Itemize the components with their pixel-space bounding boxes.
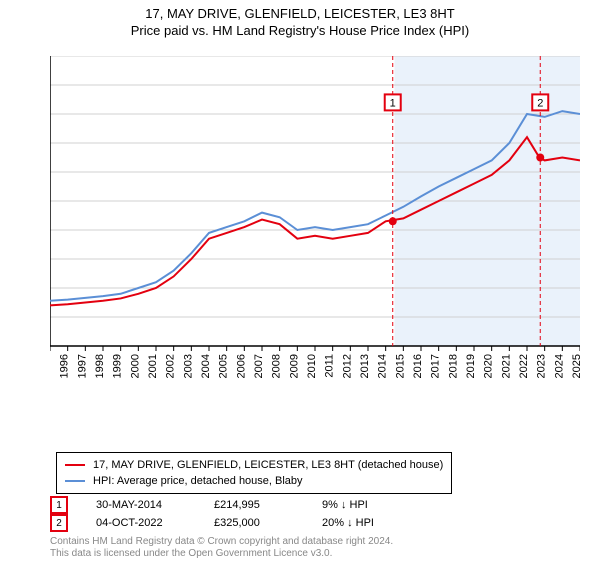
svg-text:2015: 2015 — [394, 354, 406, 378]
table-row: 2 04-OCT-2022 £325,000 20% ↓ HPI — [50, 514, 374, 532]
svg-text:1997: 1997 — [76, 354, 88, 378]
svg-text:2005: 2005 — [218, 354, 230, 378]
svg-text:1995: 1995 — [50, 354, 53, 378]
table-row: 1 30-MAY-2014 £214,995 9% ↓ HPI — [50, 496, 374, 514]
svg-text:2021: 2021 — [500, 354, 512, 378]
legend: 17, MAY DRIVE, GLENFIELD, LEICESTER, LE3… — [56, 452, 452, 494]
sale-date: 30-MAY-2014 — [96, 499, 186, 511]
marker-icon: 1 — [50, 496, 68, 514]
legend-item: 17, MAY DRIVE, GLENFIELD, LEICESTER, LE3… — [65, 457, 443, 473]
sale-pct: 20% ↓ HPI — [322, 517, 374, 529]
marker-icon: 2 — [50, 514, 68, 532]
svg-text:2008: 2008 — [271, 354, 283, 378]
sale-date: 04-OCT-2022 — [96, 517, 186, 529]
svg-text:2016: 2016 — [412, 354, 424, 378]
legend-swatch — [65, 464, 85, 466]
sales-table: 1 30-MAY-2014 £214,995 9% ↓ HPI 2 04-OCT… — [50, 496, 374, 532]
sale-price: £325,000 — [214, 517, 294, 529]
svg-text:2018: 2018 — [447, 354, 459, 378]
svg-text:2022: 2022 — [518, 354, 530, 378]
svg-text:2004: 2004 — [200, 354, 212, 378]
svg-text:2020: 2020 — [483, 354, 495, 378]
svg-text:2003: 2003 — [182, 354, 194, 378]
footer-line: Contains HM Land Registry data © Crown c… — [50, 536, 393, 548]
legend-swatch — [65, 480, 85, 482]
svg-text:1999: 1999 — [112, 354, 124, 378]
footer-attribution: Contains HM Land Registry data © Crown c… — [50, 536, 393, 560]
footer-line: This data is licensed under the Open Gov… — [50, 548, 393, 560]
legend-label: 17, MAY DRIVE, GLENFIELD, LEICESTER, LE3… — [93, 459, 443, 471]
svg-text:2024: 2024 — [553, 354, 565, 378]
svg-text:2013: 2013 — [359, 354, 371, 378]
svg-text:2010: 2010 — [306, 354, 318, 378]
svg-text:2014: 2014 — [377, 354, 389, 378]
svg-text:1996: 1996 — [59, 354, 71, 378]
svg-text:2011: 2011 — [324, 354, 336, 378]
svg-text:2007: 2007 — [253, 354, 265, 378]
svg-text:2000: 2000 — [129, 354, 141, 378]
sale-price: £214,995 — [214, 499, 294, 511]
svg-text:2006: 2006 — [235, 354, 247, 378]
chart-subtitle: Price paid vs. HM Land Registry's House … — [0, 23, 600, 38]
svg-text:2002: 2002 — [165, 354, 177, 378]
price-chart: £0£50K£100K£150K£200K£250K£300K£350K£400… — [50, 56, 580, 396]
svg-text:2001: 2001 — [147, 354, 159, 378]
chart-title: 17, MAY DRIVE, GLENFIELD, LEICESTER, LE3… — [0, 6, 600, 21]
sale-pct: 9% ↓ HPI — [322, 499, 368, 511]
legend-label: HPI: Average price, detached house, Blab… — [93, 475, 303, 487]
svg-text:2025: 2025 — [571, 354, 580, 378]
svg-text:2023: 2023 — [536, 354, 548, 378]
svg-text:2012: 2012 — [341, 354, 353, 378]
svg-text:2: 2 — [537, 97, 543, 109]
svg-text:2017: 2017 — [430, 354, 442, 378]
svg-text:2009: 2009 — [288, 354, 300, 378]
legend-item: HPI: Average price, detached house, Blab… — [65, 473, 443, 489]
svg-text:1: 1 — [390, 97, 396, 109]
svg-text:1998: 1998 — [94, 354, 106, 378]
svg-text:2019: 2019 — [465, 354, 477, 378]
